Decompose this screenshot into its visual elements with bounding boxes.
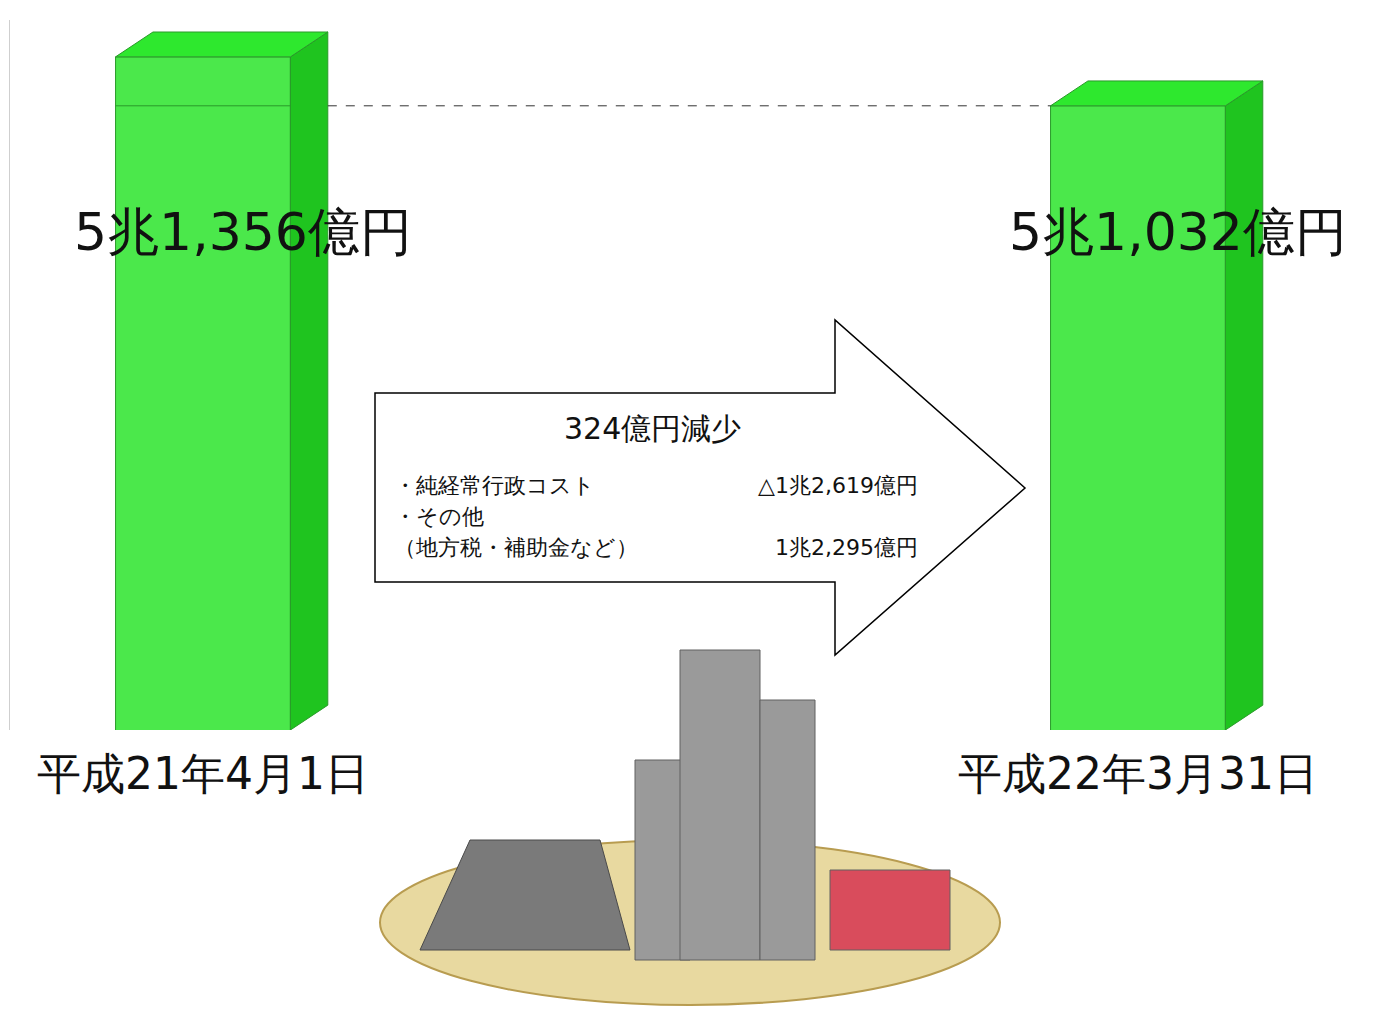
svg-text:・純経常行政コスト: ・純経常行政コスト <box>394 473 595 498</box>
svg-text:324億円減少: 324億円減少 <box>564 411 741 446</box>
svg-text:・その他: ・その他 <box>394 504 484 529</box>
svg-text:（地方税・補助金など）: （地方税・補助金など） <box>394 535 638 560</box>
svg-text:△1兆2,619億円: △1兆2,619億円 <box>758 473 918 498</box>
svg-text:平成21年4月1日: 平成21年4月1日 <box>37 748 369 799</box>
svg-text:1兆2,295億円: 1兆2,295億円 <box>775 535 918 560</box>
svg-text:平成22年3月31日: 平成22年3月31日 <box>958 748 1318 799</box>
svg-text:5兆1,032億円: 5兆1,032億円 <box>1009 202 1347 262</box>
svg-text:5兆1,356億円: 5兆1,356億円 <box>74 202 412 262</box>
